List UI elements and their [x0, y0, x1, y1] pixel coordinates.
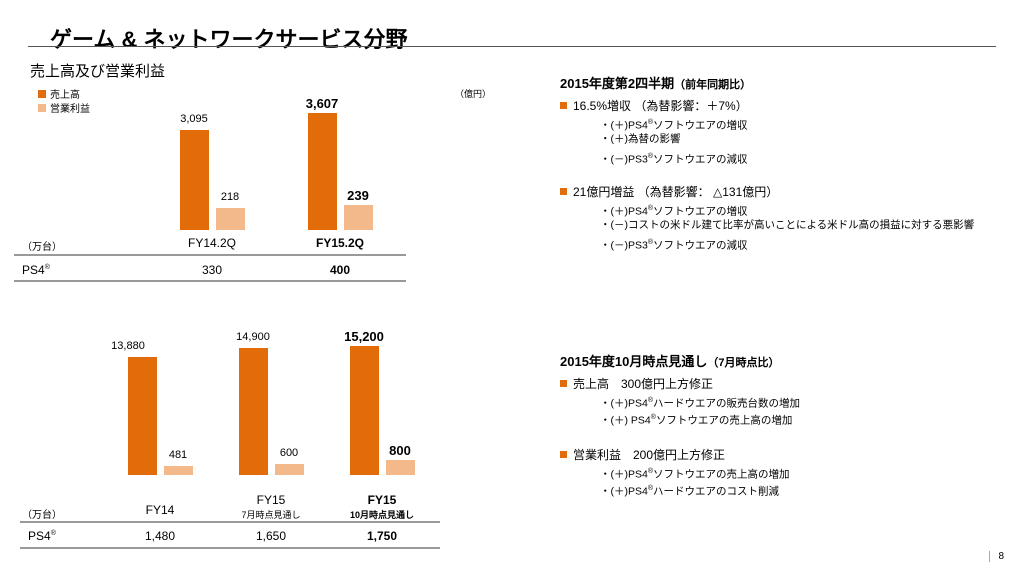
sub-item: ・(＋) PS4®ソフトウエアの売上高の増加	[600, 414, 793, 427]
bullet-square-icon	[560, 379, 567, 387]
bar-sales	[308, 113, 337, 230]
title-divider	[28, 46, 996, 47]
category-label: FY15.2Q	[315, 236, 365, 250]
commentary-heading: 2015年度第2四半期（前年同期比）	[560, 73, 974, 92]
bullet-text: 営業利益 200億円上方修正	[573, 447, 726, 462]
data-label-operating-income: 481	[168, 448, 188, 461]
sub-item: ・(－)PS3®ソフトウエアの減収	[600, 153, 748, 166]
category-sublabel: 7月時点見通し	[241, 510, 301, 520]
data-label-sales: 13,880	[111, 340, 145, 353]
units-label: （万台）	[22, 242, 62, 253]
bullet-text: 21億円増益 （為替影響： △131億円）	[573, 184, 779, 199]
commentary-heading: 2015年度10月時点見通し（7月時点比）	[560, 351, 800, 370]
ps4-units-value: 1,650	[255, 529, 287, 543]
bar-sales	[350, 345, 379, 475]
ps4-row-label: PS4®	[22, 263, 50, 277]
table-rule	[14, 254, 406, 256]
bullet-square-icon	[560, 101, 567, 109]
bar-operating-income	[216, 207, 245, 230]
legend-label: 売上高	[50, 90, 80, 101]
sub-item: ・(＋)PS4®ソフトウエアの増収	[600, 119, 748, 132]
data-label-operating-income: 218	[220, 190, 240, 203]
bar-sales	[180, 129, 209, 230]
bar-operating-income	[386, 459, 415, 475]
category-label: FY15	[256, 493, 286, 507]
sub-item: ・(－)コストの米ドル建て比率が高いことによる米ドル高の損益に対する悪影響	[600, 219, 975, 231]
q2-commentary: 2015年度第2四半期（前年同期比） 16.5%増収 （為替影響：＋7%） ・(＋)…	[560, 73, 975, 252]
heading-note: （7月時点比）	[707, 357, 780, 369]
ps4-row-label: PS4®	[28, 529, 56, 543]
bar-operating-income	[275, 463, 304, 475]
heading-text: 2015年度第2四半期	[560, 76, 675, 91]
bullet-square-icon	[560, 450, 567, 458]
table-rule	[20, 521, 440, 523]
heading-text: 2015年度10月時点見通し	[560, 354, 708, 369]
bullet-item: 売上高 300億円上方修正	[560, 374, 800, 392]
bar-sales	[239, 348, 268, 475]
section-subtitle: 売上高及び営業利益	[30, 63, 166, 80]
sub-item: ・(＋)為替の影響	[600, 133, 681, 145]
sub-item: ・(＋)PS4®ソフトウエアの売上高の増加	[600, 468, 790, 481]
legend-swatch	[38, 103, 46, 112]
bullet-text: 売上高 300億円上方修正	[573, 376, 714, 391]
bar-operating-income	[344, 205, 373, 230]
ps4-units-value: 330	[201, 263, 223, 277]
bullet-item: 16.5%増収 （為替影響：＋7%）	[560, 96, 974, 114]
bullet-text: 16.5%増収 （為替影響：＋7%）	[573, 98, 748, 113]
legend-sales: 売上高	[38, 86, 80, 101]
page-number: 8	[989, 551, 1004, 562]
heading-note: （前年同期比）	[674, 79, 752, 91]
data-label-sales: 3,095	[180, 112, 208, 125]
sub-item: ・(＋)PS4®ハードウエアのコスト削減	[600, 485, 780, 498]
units-label: （万台）	[22, 510, 62, 521]
unit-label: （億円）	[455, 89, 492, 99]
ps4-units-value: 400	[329, 263, 351, 277]
data-label-sales: 15,200	[344, 328, 384, 344]
sub-item: ・(＋)PS4®ソフトウエアの増収	[600, 205, 748, 218]
legend-swatch	[38, 89, 46, 98]
data-label-operating-income: 239	[347, 188, 369, 204]
bullet-item: 営業利益 200億円上方修正	[560, 445, 800, 463]
table-rule	[14, 280, 406, 282]
bullet-square-icon	[560, 187, 567, 195]
data-label-operating-income: 800	[389, 442, 411, 458]
bar-sales	[128, 357, 157, 475]
data-label-sales: 14,900	[236, 331, 270, 344]
legend-oi: 営業利益	[38, 100, 90, 115]
data-label-operating-income: 600	[279, 446, 299, 459]
ps4-units-value: 1,480	[144, 529, 176, 543]
category-label: FY14	[145, 503, 175, 517]
bullet-item: 21億円増益 （為替影響： △131億円）	[560, 182, 974, 200]
sub-item: ・(＋)PS4®ハードウエアの販売台数の増加	[600, 397, 801, 410]
ps4-units-value: 1,750	[366, 529, 398, 543]
bar-operating-income	[164, 465, 193, 475]
data-label-sales: 3,607	[305, 96, 339, 112]
slide-title: ゲーム & ネットワークサービス分野	[50, 27, 408, 52]
category-label: FY15	[367, 493, 397, 507]
sub-item: ・(－)PS3®ソフトウエアの減収	[600, 239, 748, 252]
table-rule	[20, 547, 440, 549]
category-sublabel: 10月時点見通し	[349, 510, 415, 520]
legend-label: 営業利益	[50, 104, 90, 115]
category-label: FY14.2Q	[187, 236, 237, 250]
outlook-commentary: 2015年度10月時点見通し（7月時点比） 売上高 300億円上方修正・(＋)PS…	[560, 351, 801, 498]
